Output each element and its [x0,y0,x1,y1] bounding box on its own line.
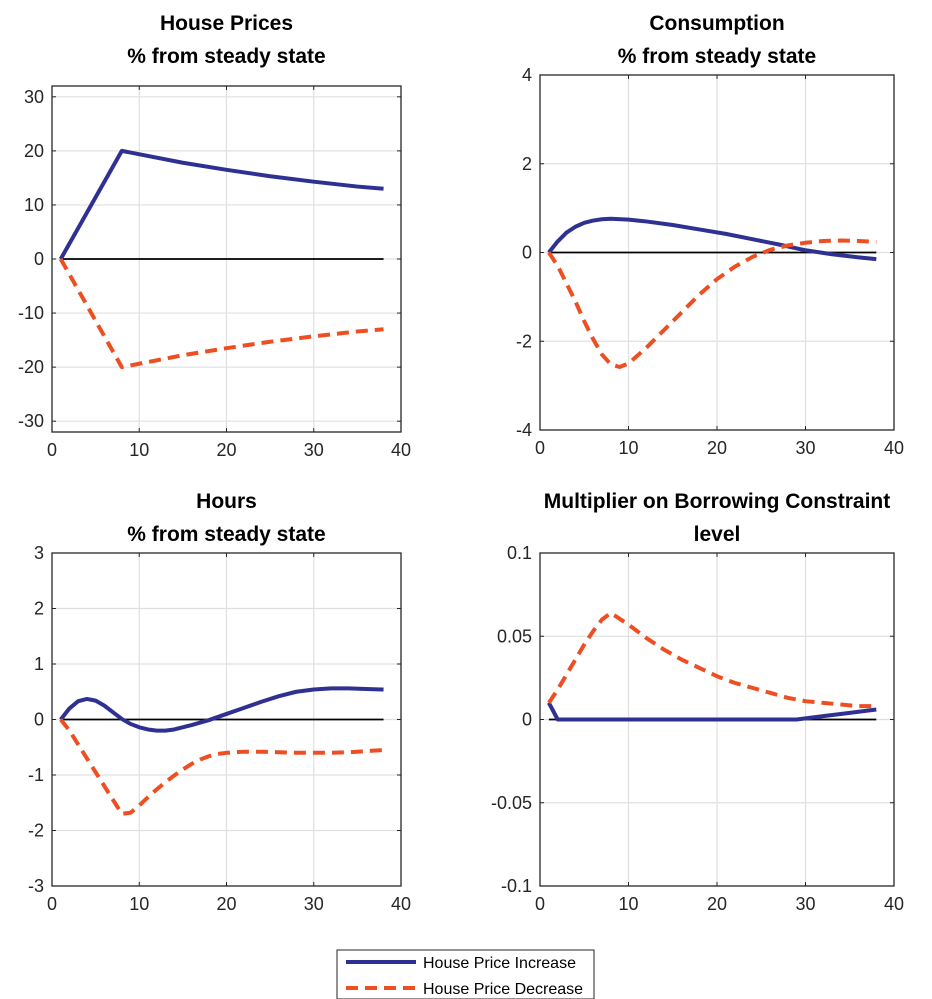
series-line-increase [547,701,877,722]
x-tick-label: 10 [129,440,149,460]
series-line-increase [58,148,384,260]
panel-1: 0 10 20 30 40 -30 -20 -10 0 10 20 30 House Prices % f… [18,12,411,460]
y-tick-label: -3 [28,876,44,896]
y-tick-label: 1 [34,654,44,674]
y-tick-label: 3 [34,543,44,563]
legend-box [336,949,595,999]
x-tick-label: 20 [707,894,727,914]
legend: House Price Increase House Price Decreas… [336,949,595,999]
y-tick-label: -0.1 [501,876,532,896]
y-tick-label: 4 [522,65,532,85]
y-tick-label: 20 [24,141,44,161]
x-tick-label: 20 [216,894,236,914]
y-tick-label: 30 [24,87,44,107]
x-tick-label: 20 [707,438,727,458]
legend-label-increase: House Price Increase [423,955,576,972]
x-tick-label: 40 [391,440,411,460]
x-tick-label: 40 [884,894,904,914]
x-tick-label: 40 [391,894,411,914]
series-line-decrease [547,610,877,709]
y-tick-label: 0 [34,249,44,269]
x-tick-label: 30 [304,440,324,460]
y-tick-label: 0 [522,710,532,730]
y-tick-label: 0 [34,710,44,730]
chart-title: Multiplier on Borrowing Constraint [544,490,890,513]
x-tick-label: 30 [795,894,815,914]
x-tick-label: 0 [47,440,57,460]
y-tick-label: -4 [516,420,532,440]
y-tick-label: 0.1 [507,543,532,563]
x-tick-label: 0 [47,894,57,914]
chart-subtitle: % from steady state [127,523,325,546]
series-line-decrease [58,258,384,370]
y-tick-label: 0.05 [497,626,532,646]
chart-subtitle: % from steady state [127,45,325,68]
legend-label-decrease: House Price Decrease [423,981,583,998]
y-tick-label: -20 [18,357,44,377]
panel-4: 0 10 20 30 40 -0.1 -0.05 0 0.05 0.1 Multiplier on … [491,490,904,914]
panel-2: 0 10 20 30 40 -4 -2 0 2 4 Consumption % from steady… [516,12,904,458]
y-tick-label: -2 [28,821,44,841]
y-tick-label: 10 [24,195,44,215]
x-tick-label: 20 [216,440,236,460]
chart-title: House Prices [160,12,293,35]
y-tick-label: -1 [28,765,44,785]
y-tick-label: 2 [34,599,44,619]
panel-3: 0 10 20 30 40 -3 -2 -1 0 1 2 3 Hours % from steady st… [28,490,411,914]
series-line-increase [59,686,384,733]
x-tick-label: 10 [618,438,638,458]
y-tick-label: -30 [18,411,44,431]
x-tick-label: 30 [304,894,324,914]
y-tick-label: -0.05 [491,793,532,813]
y-tick-label: 0 [522,243,532,263]
x-tick-label: 30 [795,438,815,458]
chart-title: Hours [196,490,257,513]
chart-subtitle: level [694,523,741,546]
y-tick-label: -10 [18,303,44,323]
x-tick-label: 40 [884,438,904,458]
series-line-increase [547,216,877,262]
series-line-decrease [547,238,877,369]
series-line-decrease [59,718,384,816]
x-tick-label: 0 [535,438,545,458]
x-tick-label: 10 [129,894,149,914]
chart-subtitle: % from steady state [618,45,816,68]
x-tick-label: 0 [535,894,545,914]
y-tick-label: -2 [516,331,532,351]
x-tick-label: 10 [618,894,638,914]
y-tick-label: 2 [522,154,532,174]
chart-title: Consumption [649,12,784,35]
